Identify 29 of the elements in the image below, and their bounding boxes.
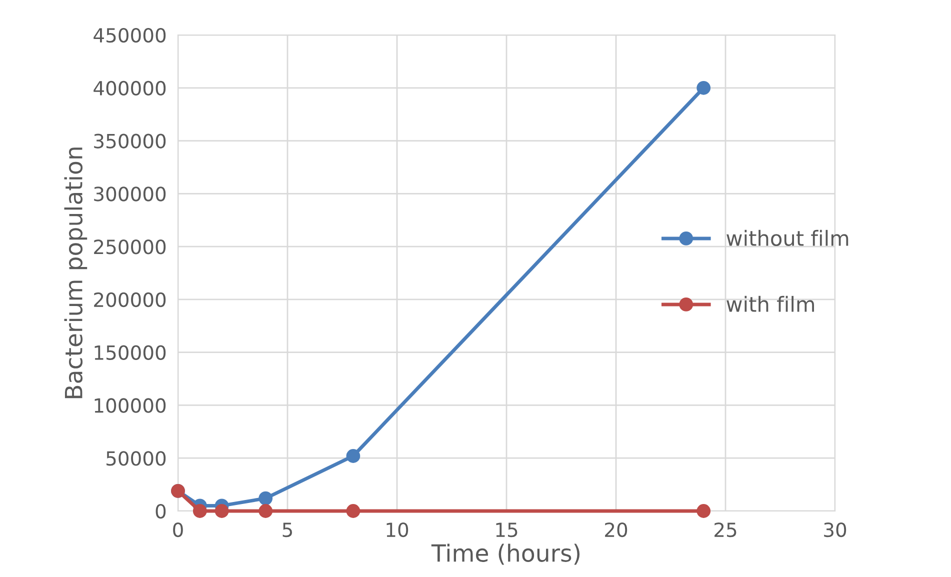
x-tick-label: 5 [282,522,292,538]
point [258,504,273,518]
point [696,504,711,518]
y-tick-label: 0 [156,504,166,519]
x-tick-label: 20 [605,522,628,538]
y-tick-label: 100000 [94,398,166,413]
point [214,504,229,518]
point [696,80,711,95]
y-tick-label: 350000 [94,134,166,148]
legend-label: with film [726,296,814,312]
x-tick-label: 25 [714,522,736,538]
legend-label: without film [726,230,848,246]
point [192,504,207,518]
x-tick-label: 15 [496,522,518,538]
x-tick-label: 10 [386,522,408,538]
point [346,504,360,518]
y-tick-label: 450000 [94,28,166,43]
y-tick-label: 400000 [94,80,166,96]
y-tick-label: 150000 [94,345,166,360]
point [258,491,273,506]
x-tick-label: 0 [173,522,183,538]
y-tick-label: 250000 [94,240,166,254]
y-axis-title: Bacterium population [64,148,88,398]
x-axis-title: Time (hours) [431,544,580,565]
y-tick-label: 200000 [94,292,166,308]
x-tick-label: 30 [824,522,846,538]
y-tick-label: 300000 [94,186,166,202]
point [346,449,360,463]
y-tick-label: 50000 [106,451,166,466]
